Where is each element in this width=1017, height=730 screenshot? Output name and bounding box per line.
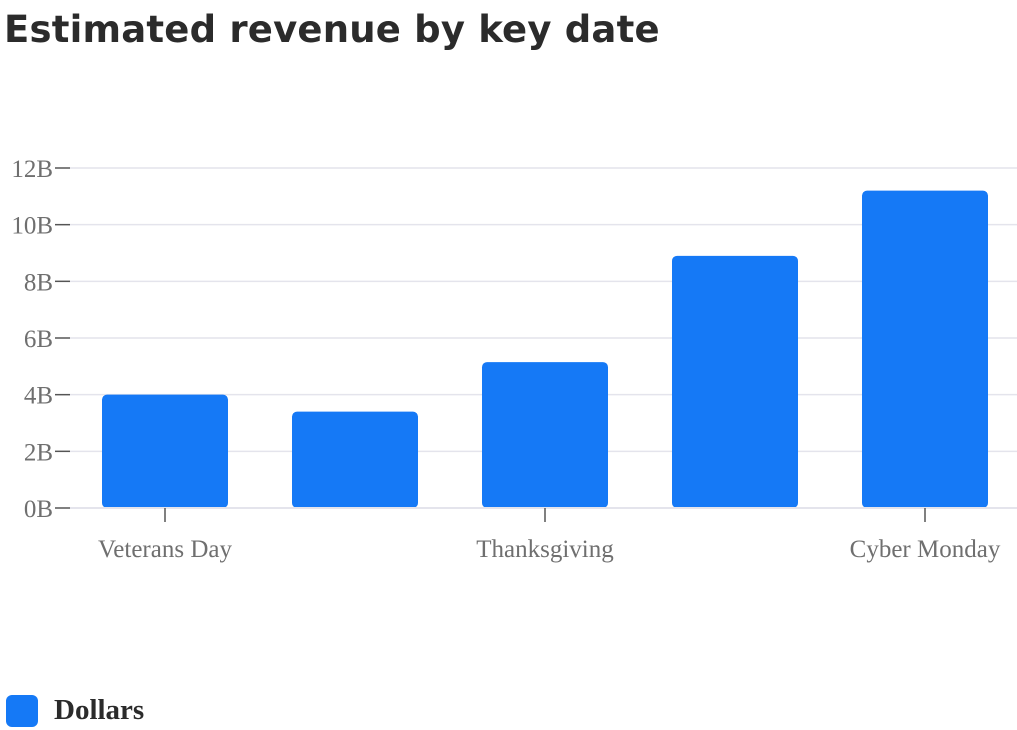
x-tick-label: Veterans Day [98,536,232,563]
chart-title: Estimated revenue by key date [4,8,660,51]
y-tick-label: 10B [11,213,53,240]
legend-swatch [6,694,38,727]
y-tick-label: 4B [24,383,53,410]
bars [102,190,988,508]
axes: 0B 2B 4B 6B 8B 10B 12B Veterans Day Thanksgiving… [11,156,1017,563]
x-tick-label: Cyber Monday [850,536,1001,563]
bar [862,190,988,508]
bar [672,255,798,508]
bar [482,362,608,508]
bar [102,394,228,508]
legend: Dollars [6,694,144,727]
y-tick-label: 0B [24,496,53,523]
y-tick-label: 2B [24,439,53,466]
y-tick-label: 12B [11,156,53,183]
y-tick-label: 8B [24,269,53,296]
y-tick-label: 6B [24,326,53,353]
x-tick-label: Thanksgiving [476,536,614,563]
bar [292,411,418,508]
legend-label: Dollars [54,694,145,726]
